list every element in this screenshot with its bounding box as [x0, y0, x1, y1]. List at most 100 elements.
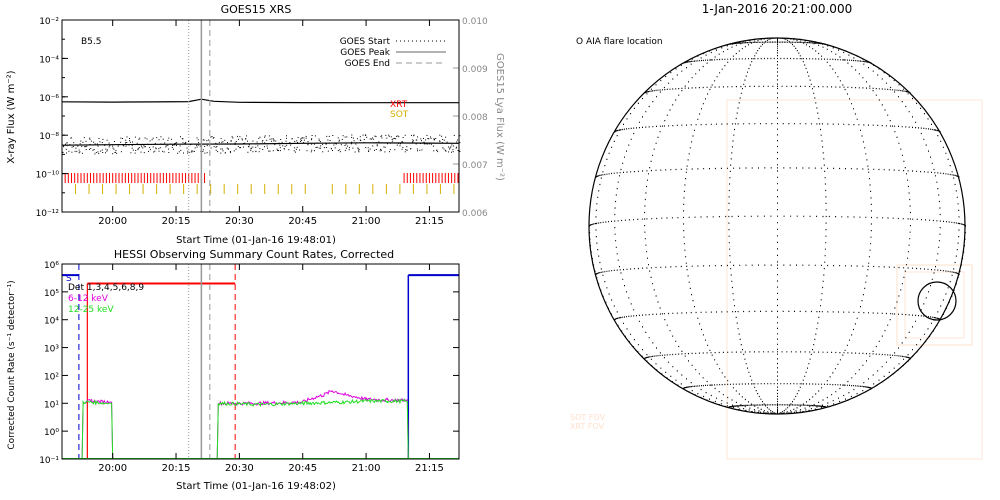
goes-lya-point	[402, 137, 404, 138]
goes-lya-point	[215, 146, 217, 148]
goes-lya-point	[210, 147, 212, 149]
goes-lya-point	[113, 148, 115, 150]
goes-lya-point	[334, 142, 336, 144]
sun-grid-dots	[589, 37, 966, 415]
goes-lya-point	[112, 145, 114, 147]
goes-lya-point	[301, 138, 303, 140]
goes-lya-point	[165, 146, 167, 148]
goes-lya-point	[451, 144, 453, 146]
goes-lya-point	[180, 136, 181, 138]
goes-lya-point	[340, 144, 342, 146]
goes-lya-point	[69, 144, 71, 146]
goes-lya-point	[357, 148, 359, 150]
goes-lya-point	[160, 143, 162, 145]
goes-lya-point	[204, 152, 206, 154]
goes-lya-point	[297, 137, 299, 139]
goes-lya-point	[278, 150, 279, 152]
goes-lya-point	[326, 135, 328, 137]
goes-lya-point	[443, 139, 445, 141]
goes-right-tick-label: 0.008	[462, 113, 488, 123]
goes-lya-point	[248, 146, 250, 148]
goes-lya-point	[405, 149, 407, 151]
goes-lya-point	[146, 138, 148, 140]
goes-lya-point	[144, 137, 146, 139]
goes-lya-point	[63, 145, 65, 147]
goes-lya-point	[85, 140, 87, 142]
goes-lya-point	[189, 151, 191, 153]
goes-lya-point	[131, 145, 133, 147]
goes-lya-point	[128, 144, 130, 146]
goes-lya-point	[351, 141, 353, 143]
goes-lya-point	[402, 146, 404, 148]
goes-lya-point	[95, 152, 97, 153]
hessi-ylabel: Corrected Count Rate (s⁻¹ detector⁻¹)	[7, 280, 17, 449]
goes-lya-point	[360, 140, 362, 141]
goes-lya-point	[433, 138, 435, 140]
goes-lya-point	[275, 140, 277, 142]
goes-lya-point	[327, 150, 329, 152]
goes-lya-point	[451, 151, 452, 153]
sun-faint-label-1: SOT FOV	[570, 413, 606, 422]
goes-lya-point	[74, 150, 76, 152]
goes-lya-point	[68, 150, 70, 152]
goes-lya-point	[354, 151, 356, 153]
goes-lya-point	[443, 148, 445, 150]
goes-xlabel: Start Time (01-Jan-16 19:48:01)	[176, 235, 336, 246]
goes-lya-point	[386, 137, 388, 139]
goes-lya-point	[380, 148, 381, 150]
goes-lya-point	[98, 153, 100, 155]
goes-series-line-0	[61, 98, 459, 104]
goes-lya-point	[211, 136, 213, 137]
goes-lya-point	[296, 140, 298, 142]
goes-lya-point	[273, 140, 275, 142]
goes-lya-point	[137, 147, 139, 149]
goes-lya-point	[75, 147, 77, 149]
sun-panel: 1-Jan-2016 20:21:00.000 O AIA flare loca…	[570, 2, 983, 460]
goes-lya-point	[333, 144, 335, 146]
goes-lya-point	[419, 149, 421, 151]
goes-lya-point	[168, 137, 170, 139]
goes-lya-point	[284, 145, 286, 147]
goes-lya-point	[457, 150, 459, 151]
goes-lya-point	[305, 135, 307, 137]
goes-lya-point	[99, 141, 101, 143]
goes-lya-point	[445, 150, 447, 152]
goes-lya-point	[143, 152, 145, 154]
goes-lya-point	[66, 142, 68, 144]
goes-lya-point	[80, 140, 82, 142]
goes-lya-point	[334, 142, 336, 144]
goes-lya-point	[369, 148, 371, 150]
goes-x-tick-label: 20:30	[225, 216, 254, 227]
goes-lya-point	[202, 139, 204, 141]
goes-lya-point	[459, 142, 461, 144]
goes-lya-point	[252, 140, 254, 142]
hessi-panel: HESSI Observing Summary Count Rates, Cor…	[7, 248, 460, 492]
goes-lya-point	[274, 144, 276, 146]
goes-lya-point	[285, 140, 287, 142]
goes-lya-point	[439, 134, 441, 136]
goes-lya-point	[105, 152, 106, 154]
goes-lya-point	[344, 149, 346, 151]
goes-lya-point	[164, 142, 166, 144]
goes-lya-point	[370, 138, 372, 140]
goes-lya-point	[341, 138, 343, 140]
goes-lya-point	[114, 141, 115, 142]
goes-lya-point	[376, 144, 378, 146]
goes-lya-point	[436, 149, 438, 151]
goes-lya-point	[314, 135, 316, 137]
goes-lya-point	[224, 152, 226, 154]
hessi-x-tick-label: 20:30	[225, 463, 254, 474]
goes-lya-point	[112, 147, 114, 149]
goes-lya-point	[383, 146, 385, 148]
goes-lya-point	[313, 143, 315, 145]
goes-lya-point	[222, 141, 224, 143]
goes-lya-point	[184, 142, 186, 144]
goes-lya-point	[449, 147, 451, 149]
goes-lya-point	[97, 145, 99, 147]
goes-lya-point	[94, 153, 96, 155]
goes-y-tick-label: 10⁻⁴	[39, 55, 59, 65]
goes-lya-point	[381, 149, 382, 151]
goes-lya-point	[346, 136, 348, 138]
goes-lya-point	[65, 148, 67, 150]
